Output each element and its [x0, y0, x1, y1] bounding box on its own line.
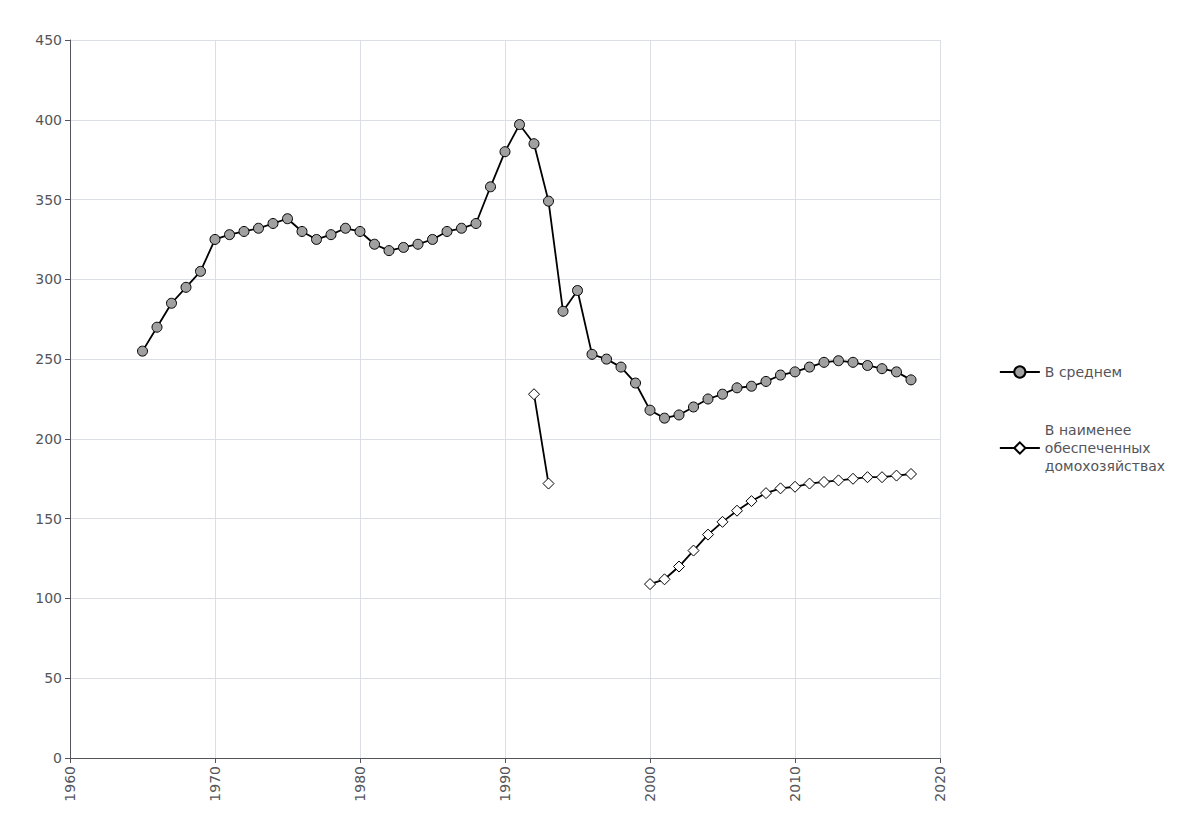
svg-text:350: 350 [35, 192, 62, 208]
svg-text:1970: 1970 [207, 766, 223, 802]
svg-text:2020: 2020 [932, 766, 948, 802]
svg-text:250: 250 [35, 351, 62, 367]
svg-text:1980: 1980 [352, 766, 368, 802]
svg-text:2000: 2000 [642, 766, 658, 802]
svg-text:0: 0 [53, 750, 62, 766]
svg-text:300: 300 [35, 271, 62, 287]
svg-text:1990: 1990 [497, 766, 513, 802]
svg-text:обеспеченных: обеспеченных [1045, 440, 1151, 456]
svg-text:200: 200 [35, 431, 62, 447]
svg-text:В наименее: В наименее [1045, 422, 1131, 438]
svg-text:В среднем: В среднем [1045, 364, 1122, 380]
svg-text:домохозяйствах: домохозяйствах [1045, 458, 1165, 474]
svg-text:50: 50 [44, 670, 62, 686]
svg-text:2010: 2010 [787, 766, 803, 802]
svg-text:400: 400 [35, 112, 62, 128]
svg-text:100: 100 [35, 590, 62, 606]
svg-text:150: 150 [35, 511, 62, 527]
svg-text:450: 450 [35, 32, 62, 48]
svg-text:1960: 1960 [62, 766, 78, 802]
